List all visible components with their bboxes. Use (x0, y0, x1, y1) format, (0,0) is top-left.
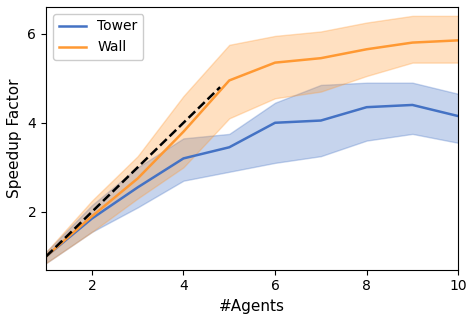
Wall (135, 177, 140, 180)
Wall (181, 130, 186, 134)
Wall (318, 56, 324, 60)
Tower (227, 145, 232, 149)
Tower (89, 217, 95, 221)
Legend: Tower, Wall: Tower, Wall (53, 14, 143, 60)
Line: Wall: Wall (46, 40, 458, 256)
Wall (272, 61, 278, 65)
Wall (43, 255, 49, 258)
Line: Tower: Tower (46, 105, 458, 256)
Wall (89, 214, 95, 218)
Wall (227, 79, 232, 82)
Wall (410, 41, 415, 45)
Tower (318, 119, 324, 123)
Tower (410, 103, 415, 107)
Tower (456, 114, 461, 118)
Wall (456, 39, 461, 42)
Tower (43, 255, 49, 258)
Y-axis label: Speedup Factor: Speedup Factor (7, 79, 22, 198)
Wall (364, 47, 370, 51)
Tower (135, 186, 140, 189)
X-axis label: #Agents: #Agents (219, 299, 285, 314)
Tower (181, 156, 186, 160)
Tower (364, 105, 370, 109)
Tower (272, 121, 278, 125)
